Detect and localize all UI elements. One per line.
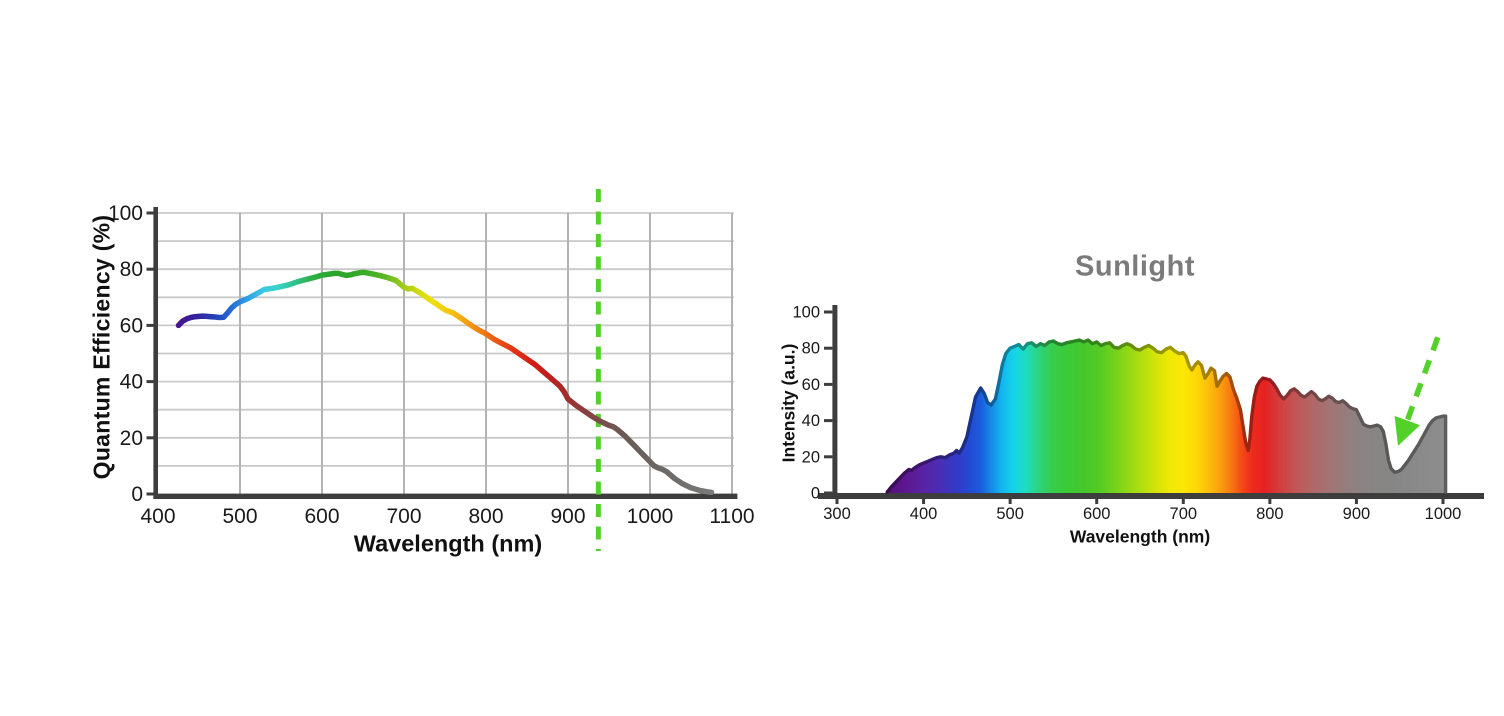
sunlight-spectrum-fill <box>887 340 1446 493</box>
sunlight-x-tick <box>1095 499 1099 504</box>
sunlight-x-tick-label: 500 <box>996 505 1024 523</box>
sunlight-x-tick-label: 900 <box>1343 505 1371 523</box>
qe-y-tick <box>146 492 154 496</box>
sunlight-y-tick <box>824 455 833 459</box>
qe-y-tick <box>146 380 154 384</box>
sunlight-x-tick <box>922 499 926 504</box>
qe-x-tick-label: 500 <box>222 505 257 528</box>
sunlight-x-axis-line <box>818 493 1484 499</box>
sunlight-x-axis-title: Wavelength (nm) <box>1069 526 1211 547</box>
sunlight-x-tick <box>1268 499 1272 504</box>
sunlight-chart-title: Sunlight <box>1075 250 1195 283</box>
sunlight-y-axis-title: Intensity (a.u.) <box>778 343 799 463</box>
qe-y-tick <box>146 211 154 215</box>
qe-y-tick <box>146 436 154 440</box>
sunlight-y-tick <box>824 491 833 495</box>
sunlight-y-tick-label: 60 <box>802 376 820 394</box>
sunlight-y-tick-label: 20 <box>802 448 820 466</box>
qe-x-tick-label: 400 <box>140 505 175 528</box>
sunlight-y-tick-label: 80 <box>802 340 820 358</box>
qe-y-tick-label: 40 <box>120 371 143 394</box>
sunlight-x-tick <box>1008 499 1012 504</box>
qe-x-tick-label: 1000 <box>627 505 674 528</box>
qe-x-axis-line <box>153 493 738 499</box>
absorption-dip-arrow-shaft <box>1404 336 1441 422</box>
sunlight-x-tick-label: 800 <box>1256 505 1284 523</box>
sunlight-y-tick <box>824 346 833 350</box>
qe-y-axis-title: Quantum Efficiency (%) <box>88 214 115 480</box>
sunlight-y-tick-label: 40 <box>802 412 820 430</box>
sunlight-x-tick <box>1354 499 1358 504</box>
qe-x-tick-label: 700 <box>386 505 421 528</box>
sunlight-spectrum-outline <box>885 338 1448 494</box>
qe-x-tick-label: 800 <box>468 505 503 528</box>
qe-y-tick <box>146 267 154 271</box>
sunlight-chart: 0 20 40 60 80 100 300 400 500 600 700 800 900 1000 <box>792 304 1484 523</box>
qe-x-axis-title: Wavelength (nm) <box>353 530 543 557</box>
sunlight-y-tick-label: 0 <box>811 485 820 503</box>
sunlight-y-tick <box>824 419 833 423</box>
sunlight-y-tick-label: 100 <box>792 304 820 322</box>
absorption-dip-arrow-head <box>1394 415 1420 446</box>
sunlight-y-tick <box>824 310 833 314</box>
qe-y-tick <box>146 323 154 327</box>
qe-y-tick-label: 0 <box>131 483 143 506</box>
sunlight-x-tick-label: 400 <box>910 505 938 523</box>
qe-y-tick-label: 20 <box>120 427 143 450</box>
sunlight-x-tick <box>1181 499 1185 504</box>
qe-y-axis-line <box>153 207 158 499</box>
sunlight-x-tick-label: 600 <box>1083 505 1111 523</box>
qe-x-tick-label: 1100 <box>709 505 754 528</box>
sunlight-x-tick-label: 700 <box>1170 505 1198 523</box>
sunlight-x-tick-label: 1000 <box>1425 505 1462 523</box>
sunlight-y-axis-line <box>832 305 838 499</box>
sunlight-x-tick <box>1441 499 1445 504</box>
qe-y-tick-label: 60 <box>120 314 143 337</box>
qe-y-tick-label: 100 <box>108 202 143 225</box>
qe-curve <box>175 269 715 496</box>
qe-x-tick-label: 900 <box>550 505 585 528</box>
qe-chart: 0 20 40 60 80 100 400 500 600 700 800 900 1000 1100 <box>108 189 755 551</box>
qe-x-tick-label: 600 <box>304 505 339 528</box>
sunlight-x-tick <box>835 499 839 504</box>
qe-y-tick-label: 80 <box>120 258 143 281</box>
sunlight-y-tick <box>824 382 833 386</box>
sunlight-x-tick-label: 300 <box>823 505 851 523</box>
